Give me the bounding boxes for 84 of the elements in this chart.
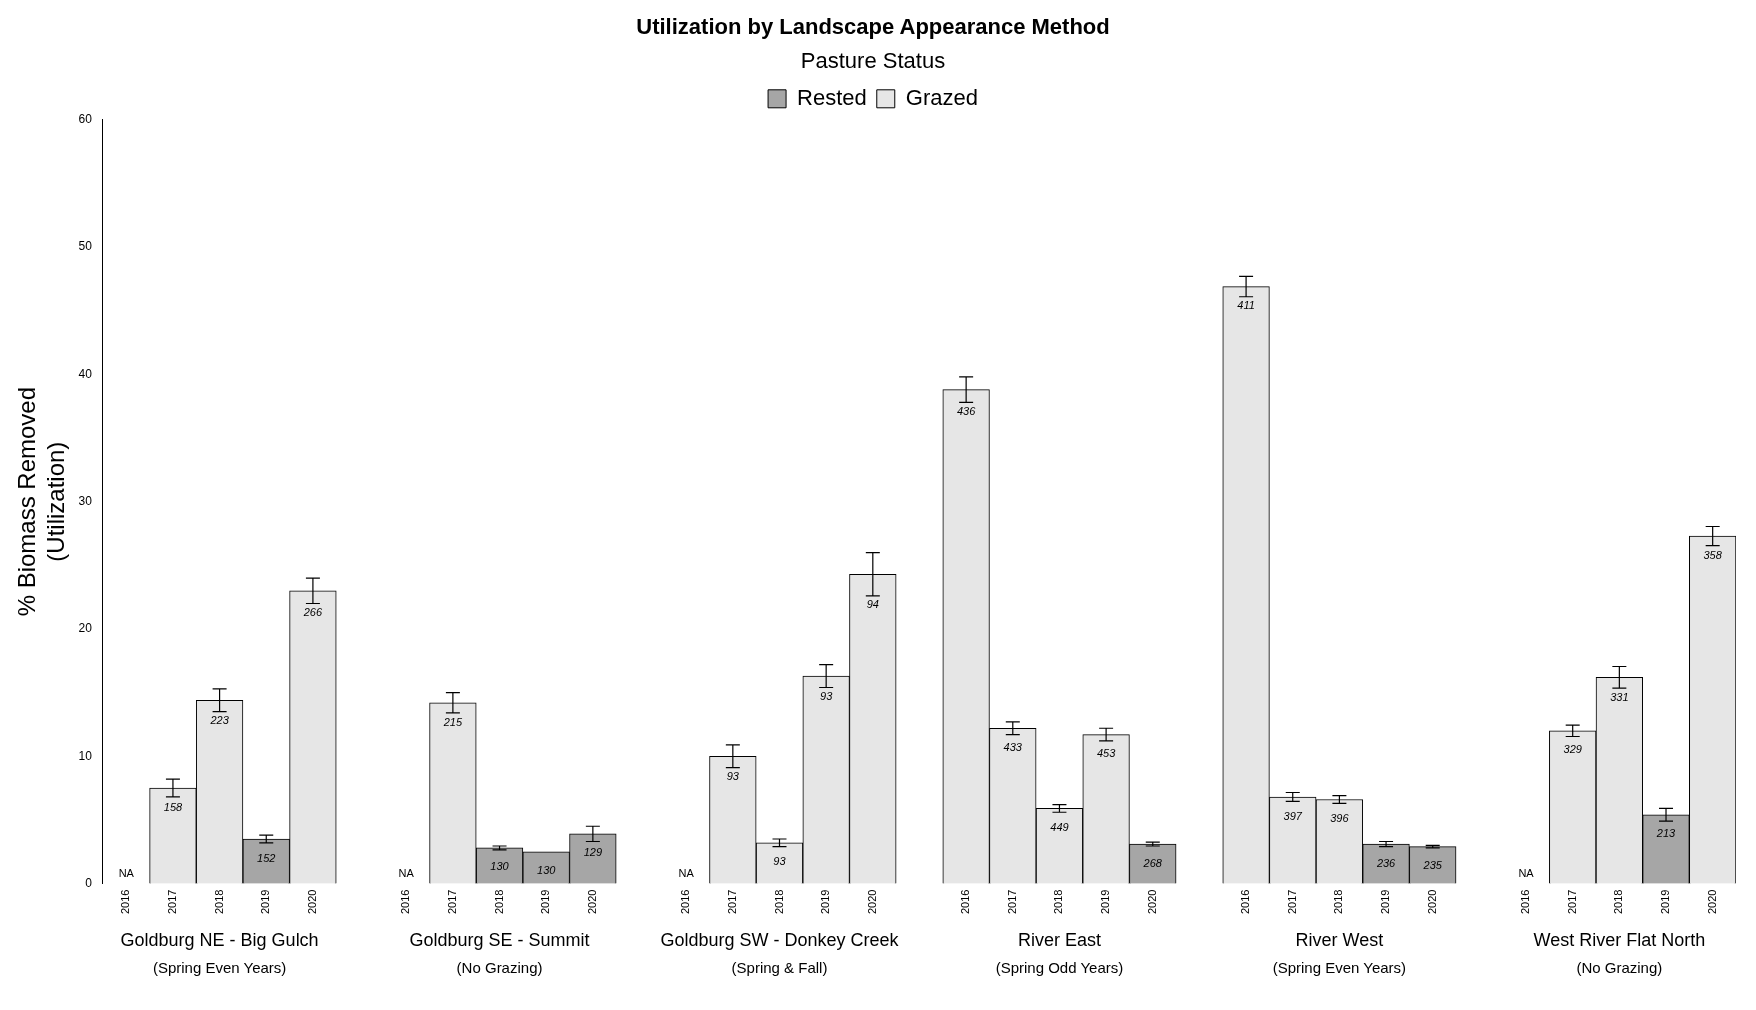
x-tick-label: 2019 bbox=[1379, 889, 1392, 915]
y-tick-label: 0 bbox=[85, 875, 93, 890]
text: Goldburg SE - Summit bbox=[409, 930, 590, 951]
x-tick-label: 2019 bbox=[1099, 889, 1112, 915]
x-tick-label: 2020 bbox=[305, 889, 318, 915]
x-tick-label: 2019 bbox=[539, 889, 552, 915]
x-tick-label: 2016 bbox=[399, 889, 412, 915]
text: (Spring Even Years) bbox=[152, 958, 287, 976]
x-tick-label: 2020 bbox=[1145, 889, 1158, 915]
annotation: 93 bbox=[726, 770, 740, 783]
text: Goldburg NE - Big Gulch bbox=[120, 930, 319, 951]
y-tick-label: 30 bbox=[78, 493, 93, 508]
annotation: 215 bbox=[442, 715, 463, 728]
annotation: 223 bbox=[209, 714, 230, 727]
x-tick-label: 2020 bbox=[1705, 889, 1718, 915]
text: NA bbox=[118, 867, 134, 880]
annotation: 449 bbox=[1050, 820, 1069, 833]
chart-title: Utilization by Landscape Appearance Method bbox=[636, 14, 1110, 40]
annotation: 93 bbox=[820, 690, 834, 703]
x-tick-label: 2018 bbox=[1332, 889, 1345, 915]
text: West River Flat North bbox=[1533, 930, 1706, 951]
annotation: 397 bbox=[1283, 809, 1303, 822]
text: NA bbox=[678, 867, 694, 880]
x-tick-label: 2020 bbox=[865, 889, 878, 915]
x-tick-label: 2017 bbox=[1285, 889, 1298, 915]
x-tick-label: 2017 bbox=[445, 889, 458, 915]
x-tick-label: 2016 bbox=[119, 889, 132, 915]
annotation: 94 bbox=[866, 598, 879, 611]
x-tick-label: 2019 bbox=[259, 889, 272, 915]
x-tick-label: 2016 bbox=[679, 889, 692, 915]
annotation: 268 bbox=[1142, 856, 1163, 869]
annotation: 433 bbox=[1003, 740, 1023, 753]
x-tick-label: 2019 bbox=[1659, 889, 1672, 915]
x-tick-label: 2018 bbox=[212, 889, 225, 915]
annotation: 130 bbox=[490, 860, 510, 873]
legend-label: Grazed bbox=[905, 84, 978, 110]
x-tick-label: 2017 bbox=[165, 889, 178, 915]
text: Goldburg SW - Donkey Creek bbox=[660, 930, 900, 951]
text: (Spring Odd Years) bbox=[995, 958, 1124, 976]
text: (Spring & Fall) bbox=[731, 958, 828, 976]
x-tick-label: 2016 bbox=[959, 889, 972, 915]
annotation: 266 bbox=[302, 606, 323, 619]
text: NA bbox=[398, 867, 414, 880]
text: (No Grazing) bbox=[1576, 958, 1663, 976]
legend-title: Pasture Status bbox=[800, 48, 946, 74]
text: (Spring Even Years) bbox=[1272, 958, 1407, 976]
y-tick-label: 60 bbox=[78, 112, 93, 127]
annotation: 235 bbox=[1422, 859, 1443, 872]
annotation: 130 bbox=[537, 864, 557, 877]
annotation: 129 bbox=[583, 846, 603, 859]
x-tick-label: 2017 bbox=[1565, 889, 1578, 915]
x-tick-label: 2016 bbox=[1239, 889, 1252, 915]
x-tick-label: 2020 bbox=[585, 889, 598, 915]
annotation: 358 bbox=[1703, 548, 1723, 561]
text: River West bbox=[1295, 930, 1384, 951]
y-tick-label: 20 bbox=[78, 621, 93, 636]
y-axis-title: % Biomass Removed (Utilization) bbox=[13, 386, 69, 617]
x-tick-label: 2018 bbox=[772, 889, 785, 915]
annotation: 331 bbox=[1610, 690, 1629, 703]
x-tick-label: 2018 bbox=[1052, 889, 1065, 915]
x-tick-label: 2016 bbox=[1519, 889, 1532, 915]
x-tick-label: 2019 bbox=[819, 889, 832, 915]
text: NA bbox=[1518, 867, 1534, 880]
x-tick-label: 2020 bbox=[1425, 889, 1438, 915]
x-tick-label: 2017 bbox=[725, 889, 738, 915]
annotation: 236 bbox=[1375, 856, 1397, 869]
x-tick-label: 2018 bbox=[492, 889, 505, 915]
text: River East bbox=[1017, 930, 1101, 951]
y-tick-label: 10 bbox=[78, 748, 93, 763]
annotation: 152 bbox=[257, 851, 276, 864]
annotation: 329 bbox=[1563, 743, 1582, 756]
y-tick-label: 50 bbox=[78, 239, 93, 254]
legend-label: Rested bbox=[797, 84, 867, 110]
annotation: 411 bbox=[1237, 299, 1255, 312]
text: (No Grazing) bbox=[456, 958, 543, 976]
x-tick-label: 2017 bbox=[1005, 889, 1018, 915]
annotation: 158 bbox=[163, 800, 183, 813]
annotation: 436 bbox=[956, 404, 977, 417]
x-tick-label: 2018 bbox=[1612, 889, 1625, 915]
y-tick-label: 40 bbox=[78, 366, 93, 381]
annotation: 213 bbox=[1655, 827, 1677, 840]
annotation: 396 bbox=[1330, 812, 1350, 825]
annotation: 93 bbox=[773, 855, 787, 868]
annotation: 453 bbox=[1096, 747, 1117, 760]
